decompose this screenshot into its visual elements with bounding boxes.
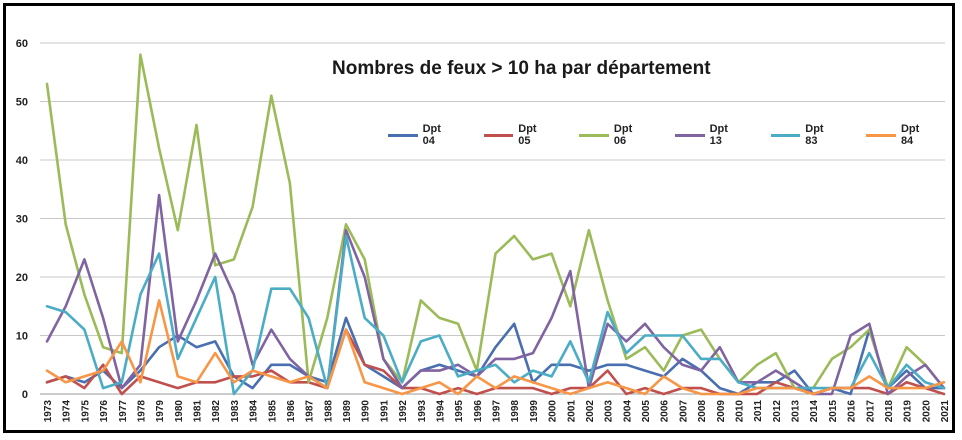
y-tick-label: 50 xyxy=(16,97,28,109)
legend-item: Dpt 13 xyxy=(675,123,741,147)
x-tick-label: 2002 xyxy=(585,400,596,423)
x-tick-label: 1985 xyxy=(267,400,278,423)
legend-label: Dpt 13 xyxy=(709,123,728,147)
x-tick-label: 2005 xyxy=(641,400,652,423)
y-tick-label: 40 xyxy=(16,155,28,167)
x-tick-label: 1992 xyxy=(398,400,409,423)
x-tick-label: 1989 xyxy=(342,400,353,423)
x-tick-label: 1974 xyxy=(62,400,73,423)
x-tick-label: 1975 xyxy=(80,400,91,423)
legend-swatch xyxy=(770,133,801,137)
x-tick-label: 2013 xyxy=(791,400,802,423)
x-tick-label: 2018 xyxy=(884,400,895,423)
legend-label: Dpt 04 xyxy=(422,123,441,147)
x-tick-label: 2004 xyxy=(622,400,633,423)
x-tick-label: 2007 xyxy=(678,400,689,423)
x-tick-label: 1999 xyxy=(529,400,540,423)
x-tick-label: 1980 xyxy=(174,400,185,423)
legend-swatch xyxy=(483,133,514,137)
x-tick-label: 2000 xyxy=(548,400,559,423)
legend-item: Dpt 06 xyxy=(579,123,645,147)
chart-title: Nombres de feux > 10 ha par département xyxy=(332,58,711,79)
legend-swatch xyxy=(579,133,609,137)
x-tick-label: 1984 xyxy=(249,400,260,423)
x-tick-label: 1973 xyxy=(43,400,54,423)
y-tick-label: 0 xyxy=(22,389,28,401)
legend-swatch xyxy=(866,133,896,137)
legend-label: Dpt 83 xyxy=(805,123,824,147)
x-tick-label: 2017 xyxy=(865,400,876,423)
x-tick-label: 2016 xyxy=(847,400,858,423)
x-tick-label: 2003 xyxy=(604,400,615,423)
legend-item: Dpt 04 xyxy=(388,123,454,147)
y-tick-label: 60 xyxy=(16,38,28,50)
x-tick-label: 1983 xyxy=(230,400,241,423)
legend-swatch xyxy=(675,133,705,137)
x-tick-label: 2015 xyxy=(828,400,839,423)
x-tick-label: 1977 xyxy=(118,400,129,423)
x-tick-label: 1991 xyxy=(379,400,390,423)
x-tick-label: 1986 xyxy=(286,400,297,423)
legend-item: Dpt 84 xyxy=(866,123,932,147)
x-tick-label: 1982 xyxy=(211,400,222,423)
x-tick-label: 1997 xyxy=(492,400,503,423)
x-tick-label: 2001 xyxy=(566,400,577,423)
x-tick-label: 2019 xyxy=(903,400,914,423)
x-tick-label: 2012 xyxy=(772,400,783,423)
x-tick-label: 1995 xyxy=(454,400,465,423)
x-tick-label: 1987 xyxy=(305,400,316,423)
x-tick-label: 2014 xyxy=(809,400,820,423)
series-line-dpt-84 xyxy=(45,299,946,396)
y-tick-label: 10 xyxy=(16,331,28,343)
legend-item: Dpt 83 xyxy=(770,123,837,147)
y-tick-label: 20 xyxy=(16,272,28,284)
legend-label: Dpt 05 xyxy=(518,123,537,147)
legend-label: Dpt 06 xyxy=(613,123,633,147)
x-tick-label: 1988 xyxy=(323,400,334,423)
x-tick-label: 1993 xyxy=(417,400,428,423)
series-line-dpt-13 xyxy=(45,193,946,396)
x-tick-label: 2011 xyxy=(753,400,764,422)
x-tick-label: 2008 xyxy=(697,400,708,423)
x-tick-label: 1976 xyxy=(99,400,110,423)
x-tick-label: 2020 xyxy=(921,400,932,423)
x-tick-label: 2010 xyxy=(734,400,745,423)
chart-legend: Dpt 04 Dpt 05 Dpt 06 Dpt 13 Dpt 83 Dpt 84 xyxy=(388,123,962,147)
x-tick-label: 1981 xyxy=(193,400,204,423)
series-line-dpt-04 xyxy=(45,316,946,396)
x-tick-label: 1998 xyxy=(510,400,521,423)
y-tick-label: 30 xyxy=(16,214,28,226)
x-tick-label: 1996 xyxy=(473,400,484,423)
x-tick-label: 2006 xyxy=(660,400,671,423)
x-tick-label: 1994 xyxy=(435,400,446,423)
legend-label: Dpt 84 xyxy=(900,123,920,147)
x-tick-label: 2009 xyxy=(716,400,727,423)
legend-swatch xyxy=(388,133,418,137)
legend-item: Dpt 05 xyxy=(483,123,550,147)
x-tick-label: 1990 xyxy=(361,400,372,423)
x-tick-label: 1978 xyxy=(136,400,147,423)
x-tick-label: 1979 xyxy=(155,400,166,423)
x-tick-label: 2021 xyxy=(940,400,951,423)
